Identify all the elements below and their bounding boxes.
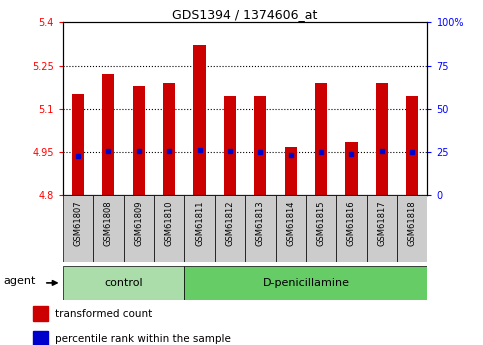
Bar [215,195,245,262]
Bar [33,331,48,345]
Text: agent: agent [3,276,36,286]
Text: control: control [104,278,143,288]
Text: GSM61816: GSM61816 [347,200,356,246]
Bar [306,195,336,262]
Text: GSM61807: GSM61807 [73,200,83,246]
Text: GSM61811: GSM61811 [195,200,204,246]
Bar [93,195,124,262]
Bar [224,96,236,195]
Text: GSM61810: GSM61810 [165,200,174,246]
Text: GSM61818: GSM61818 [408,200,417,246]
Bar [275,195,306,262]
Bar [397,195,427,262]
Bar [406,96,418,195]
Bar [315,83,327,195]
Text: D-penicillamine: D-penicillamine [262,278,349,288]
Text: transformed count: transformed count [55,309,152,319]
Text: GSM61808: GSM61808 [104,200,113,246]
Bar [33,306,48,322]
Text: GSM61817: GSM61817 [377,200,386,246]
Bar [345,142,357,195]
Bar [124,195,154,262]
Bar [367,195,397,262]
Bar [185,266,427,300]
Bar [72,94,84,195]
Bar [102,74,114,195]
Text: GSM61813: GSM61813 [256,200,265,246]
Text: GSM61814: GSM61814 [286,200,295,246]
Title: GDS1394 / 1374606_at: GDS1394 / 1374606_at [172,8,318,21]
Bar [154,195,185,262]
Bar [284,147,297,195]
Bar [133,86,145,195]
Bar [185,195,215,262]
Bar [254,96,267,195]
Text: GSM61809: GSM61809 [134,200,143,246]
Bar [163,83,175,195]
Bar [245,195,275,262]
Text: GSM61815: GSM61815 [316,200,326,246]
Bar [194,46,206,195]
Bar [376,83,388,195]
Bar [63,195,93,262]
Text: percentile rank within the sample: percentile rank within the sample [55,334,230,344]
Bar [336,195,367,262]
Text: GSM61812: GSM61812 [226,200,234,246]
Bar [63,266,185,300]
